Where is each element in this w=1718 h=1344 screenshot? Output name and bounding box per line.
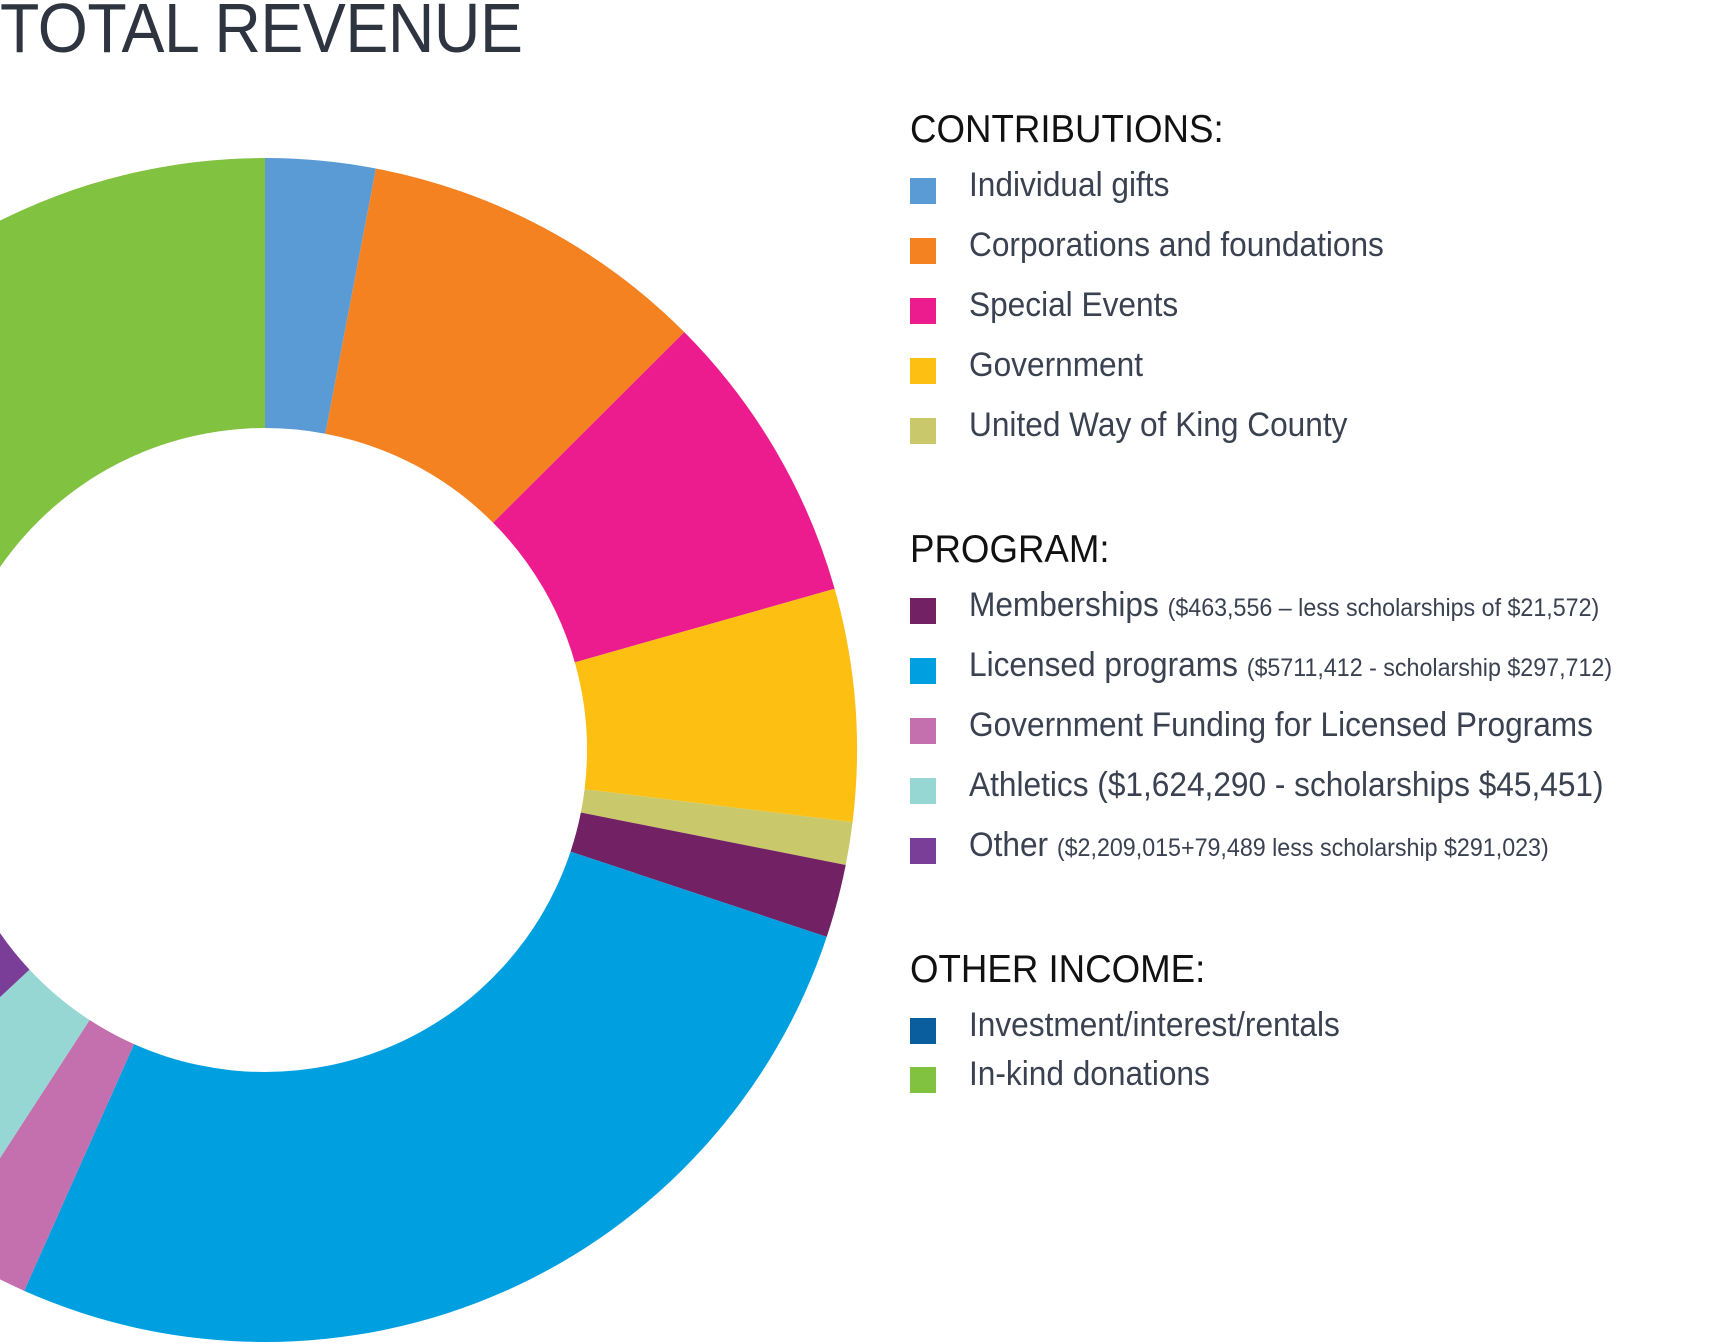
legend-swatch: [910, 598, 936, 624]
legend-item: Government: [910, 346, 1718, 390]
legend-group-heading: PROGRAM:: [910, 528, 1110, 571]
legend-item-name: Government Funding for Licensed Programs: [969, 706, 1593, 744]
donut-slice-athletics: [0, 969, 90, 1159]
legend-item-label: Government Funding for Licensed Programs: [969, 706, 1593, 745]
legend-item-label: United Way of King County: [969, 406, 1347, 445]
legend-item: United Way of King County: [910, 406, 1718, 450]
legend-swatch: [910, 838, 936, 864]
legend-item-label: Investment/interest/rentals: [969, 1006, 1340, 1045]
donut-slice-memberships: [570, 812, 846, 937]
legend-item-name: Other: [969, 826, 1049, 864]
legend-item: Licensed programs ($5711,412 - scholarsh…: [910, 646, 1718, 690]
legend-item-label: Special Events: [969, 286, 1178, 325]
legend-swatch: [910, 178, 936, 204]
donut-slice-other: [0, 932, 30, 998]
legend-item-name: Licensed programs: [969, 646, 1238, 684]
legend-item: Individual gifts: [910, 166, 1718, 210]
legend-item: Government Funding for Licensed Programs: [910, 706, 1718, 750]
legend-item-name: Athletics ($1,624,290 - scholarships $45…: [969, 766, 1604, 804]
donut-slice-corporations-and-foundations: [325, 168, 685, 523]
legend-swatch: [910, 298, 936, 324]
legend-item-label: Other ($2,209,015+79,489 less scholarshi…: [969, 826, 1549, 865]
legend-item-label: In-kind donations: [969, 1055, 1210, 1094]
legend-group-heading: CONTRIBUTIONS:: [910, 108, 1224, 151]
legend-item-note: ($5711,412 - scholarship $297,712): [1246, 654, 1613, 682]
legend-swatch: [910, 778, 936, 804]
legend-item-name: Individual gifts: [969, 166, 1170, 204]
legend-item-name: Special Events: [969, 286, 1179, 324]
legend-swatch: [910, 1018, 936, 1044]
legend-item-label: Corporations and foundations: [969, 226, 1384, 265]
legend-swatch: [910, 418, 936, 444]
legend-item: Special Events: [910, 286, 1718, 330]
legend-swatch: [910, 718, 936, 744]
legend-item-name: Memberships: [969, 586, 1159, 624]
legend-item-name: Government: [969, 346, 1143, 384]
donut-slice-special-events: [493, 332, 835, 663]
legend-item: Corporations and foundations: [910, 226, 1718, 270]
chart-title: TOTAL REVENUE: [0, 0, 523, 67]
legend-item-name: In-kind donations: [969, 1055, 1210, 1093]
legend-item-name: Investment/interest/rentals: [969, 1006, 1340, 1044]
legend-swatch: [910, 238, 936, 264]
donut-chart: [0, 158, 858, 1343]
legend-item: Memberships ($463,556 – less scholarship…: [910, 586, 1718, 630]
legend-item-note: ($2,209,015+79,489 less scholarship $291…: [1056, 834, 1549, 862]
donut-slice-government: [574, 588, 858, 823]
legend-item-name: Corporations and foundations: [969, 226, 1384, 264]
donut-slice-government-funding-for-licensed-programs: [0, 1020, 135, 1291]
legend-item: Other ($2,209,015+79,489 less scholarshi…: [910, 826, 1718, 870]
legend-item-note: ($463,556 – less scholarships of $21,572…: [1167, 594, 1600, 622]
legend-item: Investment/interest/rentals: [910, 1006, 1718, 1050]
donut-slice-united-way-of-king-county: [580, 789, 853, 865]
legend-item-label: Individual gifts: [969, 166, 1169, 205]
donut-slice-licensed-programs: [24, 851, 827, 1343]
legend-item-label: Government: [969, 346, 1143, 385]
legend-item: In-kind donations: [910, 1055, 1718, 1099]
donut-slice-in-kind-donations: [0, 158, 265, 568]
donut-slice-individual-gifts: [265, 158, 376, 434]
legend-item: Athletics ($1,624,290 - scholarships $45…: [910, 766, 1718, 810]
legend-item-name: United Way of King County: [969, 406, 1348, 444]
legend-item-label: Licensed programs ($5711,412 - scholarsh…: [969, 646, 1612, 685]
legend: CONTRIBUTIONS: Individual gifts Corporatio…: [910, 108, 1718, 1208]
legend-swatch: [910, 358, 936, 384]
legend-item-label: Athletics ($1,624,290 - scholarships $45…: [969, 766, 1604, 805]
legend-swatch: [910, 1067, 936, 1093]
legend-item-label: Memberships ($463,556 – less scholarship…: [969, 586, 1599, 625]
legend-swatch: [910, 658, 936, 684]
legend-group-heading: OTHER INCOME:: [910, 948, 1206, 991]
